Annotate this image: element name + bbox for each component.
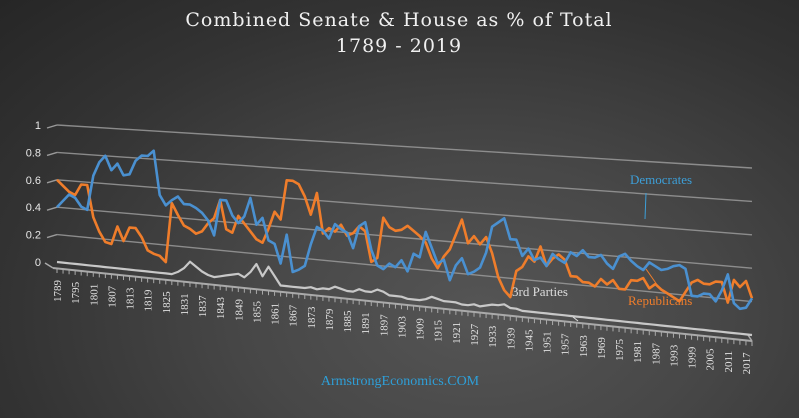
y-tick-label: 1 [35, 120, 41, 132]
x-tick-label: 1957 [560, 333, 572, 356]
gridline-depth [46, 206, 58, 211]
x-tick-label: 1963 [578, 335, 590, 358]
republicans-line [56, 178, 754, 304]
x-tick-label: 1795 [70, 281, 82, 304]
x-tick-label: 1813 [125, 287, 137, 310]
chart-title: Combined Senate & House as % of Total [185, 9, 612, 31]
third-parties-label: 3rd Parties [512, 284, 568, 299]
y-tick-label: 0.4 [26, 202, 41, 214]
y-tick-label: 0 [35, 257, 41, 269]
x-tick-label: 1831 [179, 293, 191, 315]
x-axis-depth [44, 262, 54, 269]
x-tick-label: 2011 [723, 351, 735, 373]
gridline-depth [46, 124, 58, 129]
x-tick-label: 1843 [215, 297, 227, 320]
x-tick-label: 1855 [251, 300, 263, 323]
y-tick-label: 0.2 [26, 230, 41, 242]
x-tick-label: 2017 [741, 352, 753, 375]
x-tick-label: 1789 [52, 280, 64, 303]
x-tick-label: 1807 [106, 285, 118, 308]
series [56, 149, 754, 337]
x-tick-label: 1921 [451, 322, 463, 344]
x-axis: 1789 1795 1801 1807 1813 1819 1825 1831 1837 1843… [44, 262, 753, 375]
x-tick-label: 1981 [632, 341, 644, 363]
x-tick-label: 1897 [378, 314, 390, 337]
x-tick-label: 1885 [342, 310, 354, 333]
x-tick-label: 1891 [360, 312, 372, 334]
x-tick-label: 1819 [143, 289, 155, 312]
x-axis-end [747, 334, 753, 342]
x-tick-label: 1969 [596, 337, 608, 360]
chart-subtitle: 1789 - 2019 [336, 35, 462, 57]
credit-text: ArmstrongEconomics.COM [321, 374, 480, 389]
x-tick-label: 1861 [270, 303, 282, 325]
x-tick-label: 1975 [614, 339, 626, 362]
x-axis-line [52, 267, 753, 342]
x-tick-label: 1951 [542, 331, 554, 353]
x-tick-label: 1825 [161, 291, 173, 314]
x-tick-label: 1939 [505, 327, 517, 350]
x-tick-label: 1945 [523, 329, 535, 352]
x-tick-label: 1837 [197, 295, 209, 318]
gridline-depth [46, 151, 58, 157]
gridline [56, 179, 753, 236]
x-tick-label: 1933 [487, 325, 499, 348]
y-axis: 0 0.2 0.4 0.6 0.8 1 [26, 120, 41, 269]
gridline-depth [46, 179, 58, 184]
gridline-depth [46, 233, 58, 239]
republicans-leader-line [645, 268, 661, 290]
gridline [56, 151, 753, 203]
y-tick-label: 0.6 [26, 175, 41, 187]
x-tick-label: 1999 [687, 346, 699, 369]
x-tick-label: 1879 [324, 308, 336, 331]
y-tick-label: 0.8 [26, 147, 41, 159]
gridline [56, 124, 753, 169]
democrats-leader-line [644, 192, 647, 220]
x-tick-label: 1801 [88, 284, 100, 306]
gridlines [46, 124, 753, 303]
x-tick-label: 1993 [668, 344, 680, 367]
gridline [56, 206, 753, 269]
x-tick-label: 1987 [650, 342, 662, 365]
democrats-label: Democrates [630, 172, 692, 187]
x-tick-label: 1915 [433, 319, 445, 342]
democrats-line [56, 149, 754, 311]
x-tick-label: 1867 [288, 304, 300, 327]
republicans-label: Republicans [628, 293, 692, 308]
third-parties-line [56, 260, 753, 337]
x-tick-label: 1873 [306, 306, 318, 329]
x-tick-label: 1903 [396, 316, 408, 339]
x-tick-label: 1909 [415, 318, 427, 341]
x-tick-label: 1927 [469, 323, 481, 346]
x-tick-label: 2005 [705, 348, 717, 371]
third-parties-leader-line [572, 316, 579, 322]
x-tick-label: 1849 [233, 299, 245, 322]
